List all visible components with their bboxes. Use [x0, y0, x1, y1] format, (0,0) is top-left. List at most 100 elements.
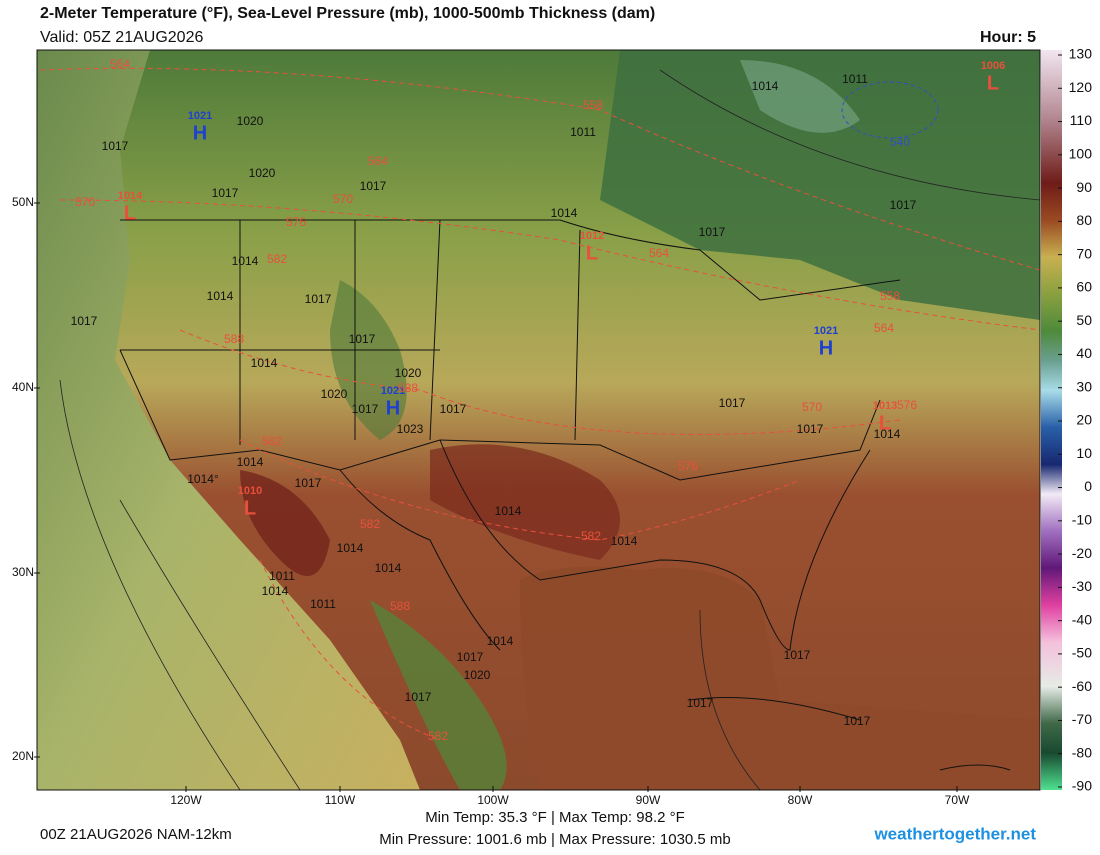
isobar-label: 1011 — [842, 72, 868, 86]
forecast-hour: Hour: 5 — [980, 29, 1036, 46]
thickness-label: 564 — [368, 154, 388, 168]
latitude-label: 20N — [12, 749, 34, 763]
isobar-label: 1014° — [187, 472, 219, 486]
pressure-value: 1010 — [238, 485, 262, 497]
colorbar-label: -70 — [1072, 711, 1092, 727]
colorbar-label: 100 — [1069, 146, 1093, 162]
thickness-label: 576 — [678, 459, 698, 473]
thickness-label: 588 — [390, 599, 410, 613]
isobar-label: 1017 — [71, 314, 98, 328]
thickness-label: 564 — [110, 57, 130, 71]
colorbar-label: 40 — [1076, 345, 1092, 361]
gulf-caribbean — [520, 566, 1040, 790]
isobar-label: 1017 — [784, 648, 811, 662]
thickness-label: 564 — [649, 246, 669, 260]
valid-time: Valid: 05Z 21AUG2026 — [40, 29, 203, 46]
isobar-label: 1014 — [375, 561, 402, 575]
pressure-center: L — [244, 497, 256, 519]
thickness-label: 582 — [360, 517, 380, 531]
isobar-label: 1017 — [457, 650, 484, 664]
colorbar-label: 30 — [1076, 378, 1092, 394]
mountain-cool — [330, 280, 407, 440]
thickness-contour-cold — [841, 81, 939, 139]
title: 2-Meter Temperature (°F), Sea-Level Pres… — [40, 5, 655, 22]
isobar-label: 1011 — [310, 597, 336, 611]
longitude-label: 110W — [325, 793, 356, 807]
longitude-label: 120W — [170, 793, 202, 807]
pressure-value: 1021 — [814, 325, 838, 337]
thickness-label: 570 — [802, 400, 822, 414]
isobar-label: 1017 — [102, 139, 129, 153]
colorbar-label: 0 — [1084, 478, 1092, 494]
isobar-label: 1017 — [844, 714, 871, 728]
colorbar-label: -80 — [1072, 744, 1092, 760]
isobar-label: 1020 — [464, 668, 491, 682]
isobars — [59, 69, 1040, 790]
latitude-label: 30N — [12, 565, 34, 579]
temp-range: Min Temp: 35.3 °F | Max Temp: 98.2 °F — [425, 809, 685, 826]
thickness-label: 588 — [224, 332, 244, 346]
thickness-label: 540 — [890, 135, 910, 149]
colorbar-label: 120 — [1069, 79, 1093, 95]
thickness-label: 576 — [897, 398, 917, 412]
longitude-label: 70W — [945, 793, 970, 807]
longitude-label: 80W — [788, 793, 813, 807]
pressure-value: 1013 — [873, 400, 897, 412]
colorbar-label: 60 — [1076, 279, 1092, 295]
thickness-label: 582 — [262, 434, 282, 448]
longitude-label: 90W — [636, 793, 661, 807]
colorbar-label: 50 — [1076, 312, 1092, 328]
thickness-label: 576 — [286, 215, 306, 229]
isobar-label: 1017 — [212, 186, 239, 200]
colorbar-label: -20 — [1072, 545, 1092, 561]
colorbar-label: -90 — [1072, 778, 1092, 794]
thickness-label: 564 — [874, 321, 894, 335]
isobar-label: 1017 — [687, 696, 714, 710]
isobar-label: 1017 — [305, 292, 332, 306]
isobar-label: 1014 — [207, 289, 234, 303]
pressure-center: L — [879, 412, 891, 434]
pressure-value: 1012 — [580, 230, 604, 242]
isobar-label: 1014 — [487, 634, 514, 648]
thickness-label: 558 — [583, 98, 603, 112]
pressure-center: H — [819, 337, 833, 359]
isobar-label: 1014 — [232, 254, 259, 268]
map — [37, 50, 1040, 790]
isobar-label: 1017 — [699, 225, 726, 239]
thickness-label: 582 — [428, 729, 448, 743]
colorbar-label: -40 — [1072, 611, 1092, 627]
map-frame — [36, 49, 1041, 791]
isobar-label: 1020 — [249, 166, 276, 180]
colorbar-label: 90 — [1076, 179, 1092, 195]
colorbar-label: 20 — [1076, 412, 1092, 428]
colorbar-label: -10 — [1072, 512, 1092, 528]
isobar-label: 1017 — [295, 476, 322, 490]
colorbar-label: 110 — [1070, 112, 1093, 128]
pressure-center: H — [193, 122, 207, 144]
isobar-label: 1014 — [251, 356, 278, 370]
isobar-label: 1017 — [405, 690, 432, 704]
colorbar-label: -60 — [1072, 678, 1092, 694]
canada-cool-region — [600, 50, 1040, 320]
colorbar-label: 10 — [1076, 445, 1092, 461]
thickness-contours — [39, 67, 1040, 741]
colorbar-label: 70 — [1076, 245, 1092, 261]
isobar-label: 1020 — [237, 114, 264, 128]
isobar-label: 1017 — [797, 422, 824, 436]
pressure-value: 1021 — [381, 385, 405, 397]
thickness-label: 582 — [581, 529, 601, 543]
latitude-label: 40N — [12, 380, 34, 394]
isobar-label: 1017 — [352, 402, 379, 416]
hot-region — [240, 470, 330, 576]
isobar-label: 1020 — [395, 366, 422, 380]
cool-patch — [740, 60, 860, 133]
model-run: 00Z 21AUG2026 NAM-12km — [40, 826, 232, 843]
colorbar-label: -50 — [1072, 645, 1092, 661]
isobar-label: 1014 — [237, 455, 264, 469]
thickness-label: 558 — [880, 289, 900, 303]
site-name: weathertogether.net — [873, 824, 1036, 843]
isobar-label: 1014 — [495, 504, 522, 518]
thickness-label: 570 — [75, 195, 95, 209]
isobar-label: 1020 — [321, 387, 348, 401]
